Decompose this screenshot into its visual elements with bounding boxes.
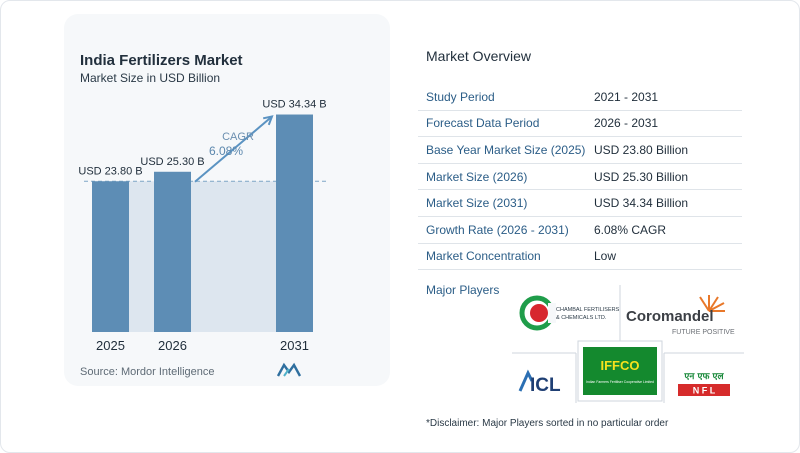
nfl-name: N F L — [693, 386, 716, 396]
overview-row: Base Year Market Size (2025) USD 23.80 Bi… — [418, 137, 742, 164]
row-value: 6.08% CAGR — [594, 222, 667, 237]
overview-title: Market Overview — [426, 48, 532, 64]
cagr-label: CAGR — [222, 131, 254, 143]
row-key: Study Period — [426, 89, 495, 104]
row-key: Market Size (2031) — [426, 196, 528, 211]
overview-row: Market Size (2026) USD 25.30 Billion — [418, 164, 742, 191]
coromandel-tagline: FUTURE POSITIVE — [672, 329, 735, 336]
overview-row: Study Period 2021 - 2031 — [418, 84, 742, 111]
row-value: USD 25.30 Billion — [594, 169, 689, 184]
iffco-logo: IFFCO Indian Farmers Fertiliser Cooperat… — [577, 340, 663, 402]
row-value: USD 34.34 Billion — [594, 196, 689, 211]
chambal-name: CHAMBAL FERTILISERS — [556, 307, 620, 313]
major-players-logos: CHAMBAL FERTILISERS & CHEMICALS LTD. Cor… — [512, 285, 744, 403]
iffco-name: IFFCO — [601, 358, 640, 373]
chart-subtitle: Market Size in USD Billion — [80, 71, 221, 85]
overview-row: Growth Rate (2026 - 2031) 6.08% CAGR — [418, 217, 742, 244]
overview-table: Study Period 2021 - 2031 Forecast Data Pe… — [418, 84, 742, 271]
row-key: Base Year Market Size (2025) — [426, 142, 586, 157]
bar-2026 — [154, 171, 191, 332]
bar-chart: USD 23.80 B 2025 USD 25.30 B 2026 USD 34.34 … — [78, 99, 326, 353]
bar-value-label: USD 25.30 B — [140, 156, 204, 168]
major-players-label: Major Players — [426, 283, 500, 297]
iffco-subname: Indian Farmers Fertiliser Cooperative Li… — [586, 380, 654, 384]
x-tick-label: 2025 — [96, 338, 125, 353]
nfl-logo: एन एफ एल N F L — [678, 372, 730, 396]
bar-value-label: USD 23.80 B — [78, 165, 142, 177]
chambal-logo: CHAMBAL FERTILISERS & CHEMICALS LTD. — [519, 295, 620, 331]
cagr-value: 6.08% — [209, 144, 243, 158]
overview-row: Market Concentration Low — [418, 244, 742, 271]
mordor-intelligence-logo — [276, 362, 302, 377]
row-value: 2026 - 2031 — [594, 116, 659, 131]
row-key: Market Size (2026) — [426, 169, 528, 184]
x-tick-label: 2026 — [158, 338, 187, 353]
row-key: Growth Rate (2026 - 2031) — [426, 222, 569, 237]
bar-2025 — [92, 181, 129, 332]
icl-name: ICL — [530, 375, 561, 396]
bar-value-label: USD 34.34 B — [262, 99, 326, 111]
source-note: Source: Mordor Intelligence — [80, 366, 215, 378]
chart-title: India Fertilizers Market — [80, 52, 243, 69]
chambal-subname: & CHEMICALS LTD. — [556, 315, 607, 321]
row-value: USD 23.80 Billion — [594, 142, 689, 157]
row-value: 2021 - 2031 — [594, 89, 659, 104]
row-value: Low — [594, 249, 617, 264]
disclaimer-note: *Disclaimer: Major Players sorted in no … — [426, 418, 669, 429]
overview-row: Forecast Data Period 2026 - 2031 — [418, 111, 742, 138]
icl-logo: ICL — [518, 369, 561, 396]
overview-row: Market Size (2031) USD 34.34 Billion — [418, 190, 742, 217]
row-key: Market Concentration — [426, 249, 541, 264]
coromandel-name: Coromandel — [626, 308, 714, 325]
coromandel-logo: Coromandel FUTURE POSITIVE — [626, 295, 735, 336]
bar-2031 — [276, 114, 313, 332]
nfl-hindi-name: एन एफ एल — [683, 372, 724, 382]
row-key: Forecast Data Period — [426, 116, 540, 131]
cagr-arrow-head — [262, 115, 274, 126]
cagr-arrow — [194, 115, 273, 183]
x-tick-label: 2031 — [280, 338, 309, 353]
